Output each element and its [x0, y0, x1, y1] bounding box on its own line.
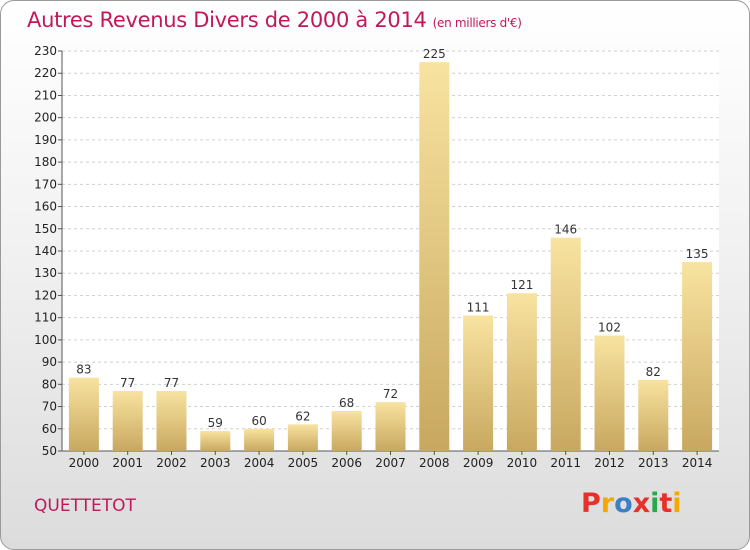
data-label: 59 [208, 416, 223, 430]
y-tick-label: 230 [34, 44, 57, 58]
data-label: 62 [295, 409, 310, 423]
logo-letter: t [659, 488, 673, 519]
data-label: 121 [510, 278, 533, 292]
bar [331, 411, 362, 451]
bar [68, 377, 99, 451]
x-tick-label: 2000 [69, 456, 100, 470]
bar [594, 335, 625, 451]
data-label: 60 [251, 414, 266, 428]
x-tick-label: 2007 [375, 456, 406, 470]
x-tick-label: 2005 [288, 456, 319, 470]
x-tick-label: 2002 [156, 456, 187, 470]
y-tick-label: 150 [34, 222, 57, 236]
y-tick-label: 190 [34, 133, 57, 147]
bar [550, 237, 581, 451]
y-tick-label: 200 [34, 111, 57, 125]
data-label: 102 [598, 320, 621, 334]
logo-letter: o [614, 488, 633, 519]
bar [463, 315, 494, 451]
data-label: 146 [554, 223, 577, 237]
data-label: 68 [339, 396, 354, 410]
bar [244, 428, 275, 451]
y-tick-label: 100 [34, 333, 57, 347]
chart-title: Autres Revenus Divers de 2000 à 2014 (en … [27, 8, 522, 32]
x-tick-label: 2004 [244, 456, 275, 470]
bar [112, 391, 143, 451]
logo-letter: x [632, 488, 651, 519]
x-tick-label: 2010 [507, 456, 538, 470]
logo-letter: i [650, 488, 660, 519]
y-tick-label: 140 [34, 244, 57, 258]
x-tick-label: 2008 [419, 456, 450, 470]
y-tick-label: 130 [34, 266, 57, 280]
x-tick-label: 2009 [463, 456, 494, 470]
data-label: 77 [164, 376, 179, 390]
x-tick-label: 2012 [594, 456, 625, 470]
y-tick-label: 160 [34, 200, 57, 214]
logo-letter: r [600, 488, 615, 519]
y-tick-label: 60 [42, 422, 57, 436]
y-tick-label: 110 [34, 311, 57, 325]
y-tick-label: 80 [42, 377, 57, 391]
x-tick-label: 2011 [550, 456, 581, 470]
y-tick-label: 220 [34, 66, 57, 80]
data-label: 225 [423, 47, 446, 61]
bar [419, 62, 450, 451]
x-tick-label: 2014 [682, 456, 713, 470]
bar [638, 379, 669, 451]
y-tick-label: 180 [34, 155, 57, 169]
bar [287, 424, 318, 451]
y-tick-label: 170 [34, 177, 57, 191]
chart-unit: (en milliers d'€) [432, 16, 522, 30]
proxiti-logo: Proxiti [581, 488, 682, 519]
logo-letter: i [672, 488, 682, 519]
bar [682, 262, 713, 451]
data-label: 111 [467, 300, 490, 314]
data-label: 77 [120, 376, 135, 390]
chart-title-text: Autres Revenus Divers de 2000 à 2014 [27, 8, 427, 32]
x-tick-label: 2006 [331, 456, 362, 470]
data-label: 83 [76, 363, 91, 377]
data-label: 135 [686, 247, 709, 261]
bar [156, 391, 187, 451]
y-tick-label: 70 [42, 400, 57, 414]
y-tick-label: 90 [42, 355, 57, 369]
bar [506, 293, 537, 451]
y-tick-label: 210 [34, 88, 57, 102]
bar [200, 431, 231, 451]
data-label: 72 [383, 387, 398, 401]
data-label: 82 [646, 365, 661, 379]
location-name: QUETTETOT [34, 496, 136, 516]
bar [375, 402, 406, 451]
y-tick-label: 120 [34, 288, 57, 302]
x-tick-label: 2003 [200, 456, 231, 470]
y-tick-label: 50 [42, 444, 57, 458]
x-tick-label: 2001 [112, 456, 143, 470]
logo-letter: P [581, 488, 601, 519]
x-tick-label: 2013 [638, 456, 669, 470]
